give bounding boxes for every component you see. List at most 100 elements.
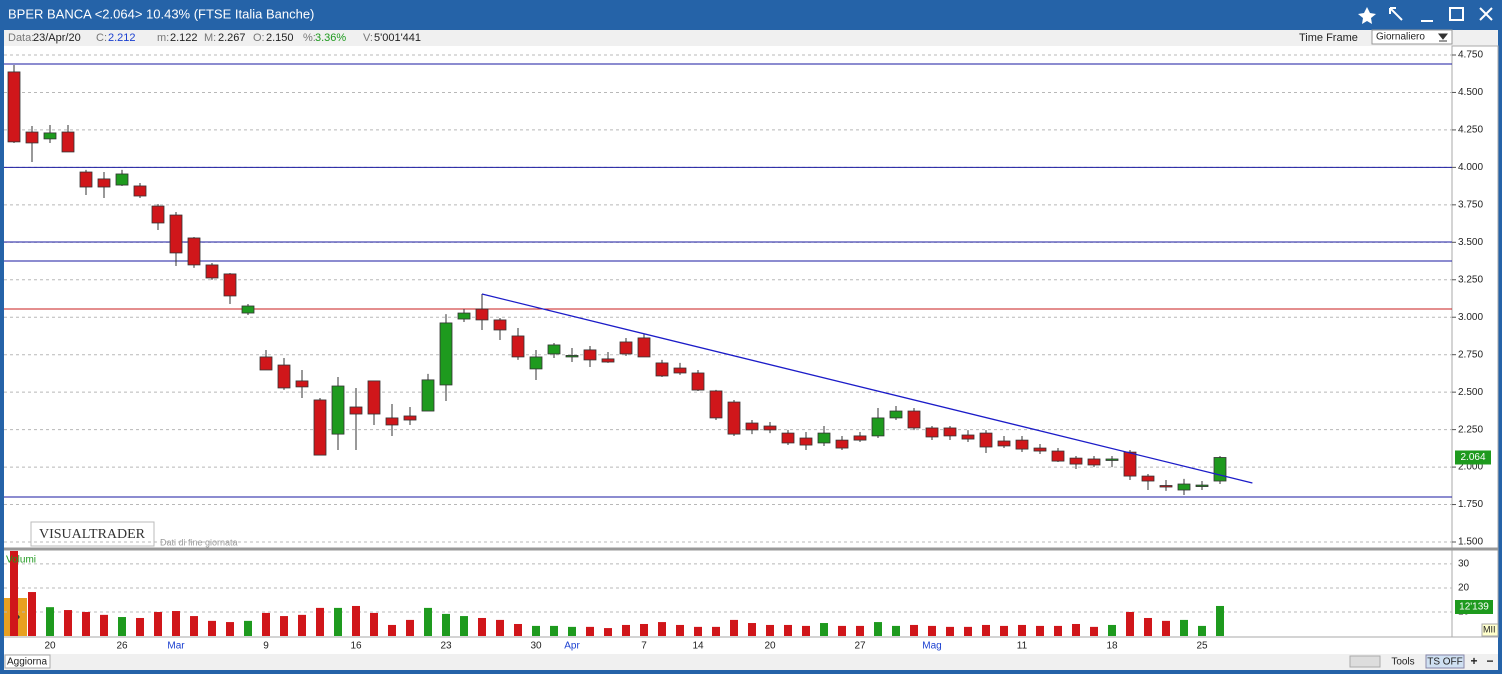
refresh-button[interactable] [4,654,51,669]
volume-bar [946,626,954,636]
y-tick-label: 2.500 [1458,387,1483,398]
x-tick-label: Mar [167,641,185,652]
detach-icon[interactable] [1389,7,1403,21]
window-body [4,30,1498,670]
candle-body [547,344,561,355]
candle-body [115,173,129,186]
volume-bar [784,624,792,636]
candle-body [1123,451,1137,477]
time-frame-value[interactable]: Giornaliero [1376,32,1425,43]
candle-body [1015,439,1029,450]
candle-body [1105,458,1119,461]
window-controls[interactable] [1358,7,1493,24]
info-label: %: [303,32,316,44]
favorite-icon[interactable] [1358,7,1376,24]
candle-body [853,435,867,441]
trend-line [481,293,1253,484]
candle-body [763,425,777,431]
candle-body [1213,457,1227,482]
volume-bar [262,612,270,636]
y-tick-label: 3.250 [1458,274,1483,285]
last-price-label: 2.064 [1460,452,1485,463]
volume-bar [1126,611,1134,636]
y-tick-label: 4.000 [1458,162,1483,173]
candle-body [1141,475,1155,482]
candle-body [691,372,705,391]
candle-body [673,367,687,374]
candle-body [331,385,345,435]
y-tick-label: 1.500 [1458,537,1483,548]
volume-bar [154,611,162,636]
volume-bar [802,625,810,636]
y-tick-label: 2.000 [1458,462,1483,473]
info-value: 5'001'441 [374,32,421,44]
candle-body [241,305,255,314]
zoom-out[interactable]: − [1486,654,1493,668]
info-label: O: [253,32,265,44]
zoom-in[interactable]: + [1470,654,1477,668]
info-label: V: [363,32,373,44]
volume-bar [568,626,576,636]
dropdown-arrow[interactable] [1437,33,1449,42]
candle-body [169,214,183,254]
candle-body [1195,484,1209,487]
volume-bar [280,616,288,636]
x-tick-label: 27 [854,641,866,652]
tools-button[interactable]: Tools [1391,657,1414,668]
x-tick-label: 18 [1106,641,1118,652]
volume-bar [1000,625,1008,636]
candle-body [745,422,759,431]
x-tick-label: Apr [564,641,580,652]
volume-bar [856,625,864,636]
volume-bar [838,625,846,636]
candle-body [997,440,1011,447]
candle-body [799,437,813,446]
candle-body [97,178,111,188]
volume-bar [550,625,558,636]
candle-body [529,356,543,370]
candle-body [313,399,327,456]
x-tick-label: 30 [530,641,542,652]
info-value: 2.150 [266,32,294,44]
volume-bar [820,623,828,636]
ts-label[interactable]: TS OFF [1427,657,1463,668]
volume-bar [694,626,702,636]
volume-bar [1216,605,1224,636]
candle-body [1069,457,1083,465]
volume-bar [964,626,972,636]
volume-bar [892,625,900,636]
info-value: 2.212 [108,32,136,44]
y-tick-label: 4.500 [1458,87,1483,98]
volume-bar [388,624,396,636]
volume-bar [748,623,756,636]
candle-body [619,341,633,355]
volume-bar [712,626,720,636]
close-icon[interactable] [1479,7,1493,21]
time-frame-select[interactable] [1371,29,1453,45]
info-value: 3.36% [315,32,346,44]
volume-bar [1090,626,1098,636]
candle-body [511,335,525,358]
candle-body [961,434,975,440]
watermark-box [30,521,155,547]
candle-body [835,439,849,449]
side-tag [1481,623,1499,637]
candle-body [601,358,615,363]
volume-bar [1054,625,1062,636]
candle-body [295,380,309,388]
maximize-icon[interactable] [1449,7,1464,21]
refresh-label[interactable]: Aggiorna [7,657,47,668]
candle-body [403,415,417,421]
candle-body [493,319,507,331]
ts-button[interactable] [1425,654,1465,669]
candle-body [925,427,939,438]
candle-body [889,410,903,419]
candle-body [367,380,381,415]
volume-label: Volumi [6,555,36,566]
candle-body [79,171,93,188]
x-tick-label: 20 [44,641,56,652]
watermark-brand: VISUALTRADER [39,527,146,542]
volume-bar [982,624,990,636]
volume-bar [766,624,774,636]
scrollbar[interactable] [1349,655,1381,668]
